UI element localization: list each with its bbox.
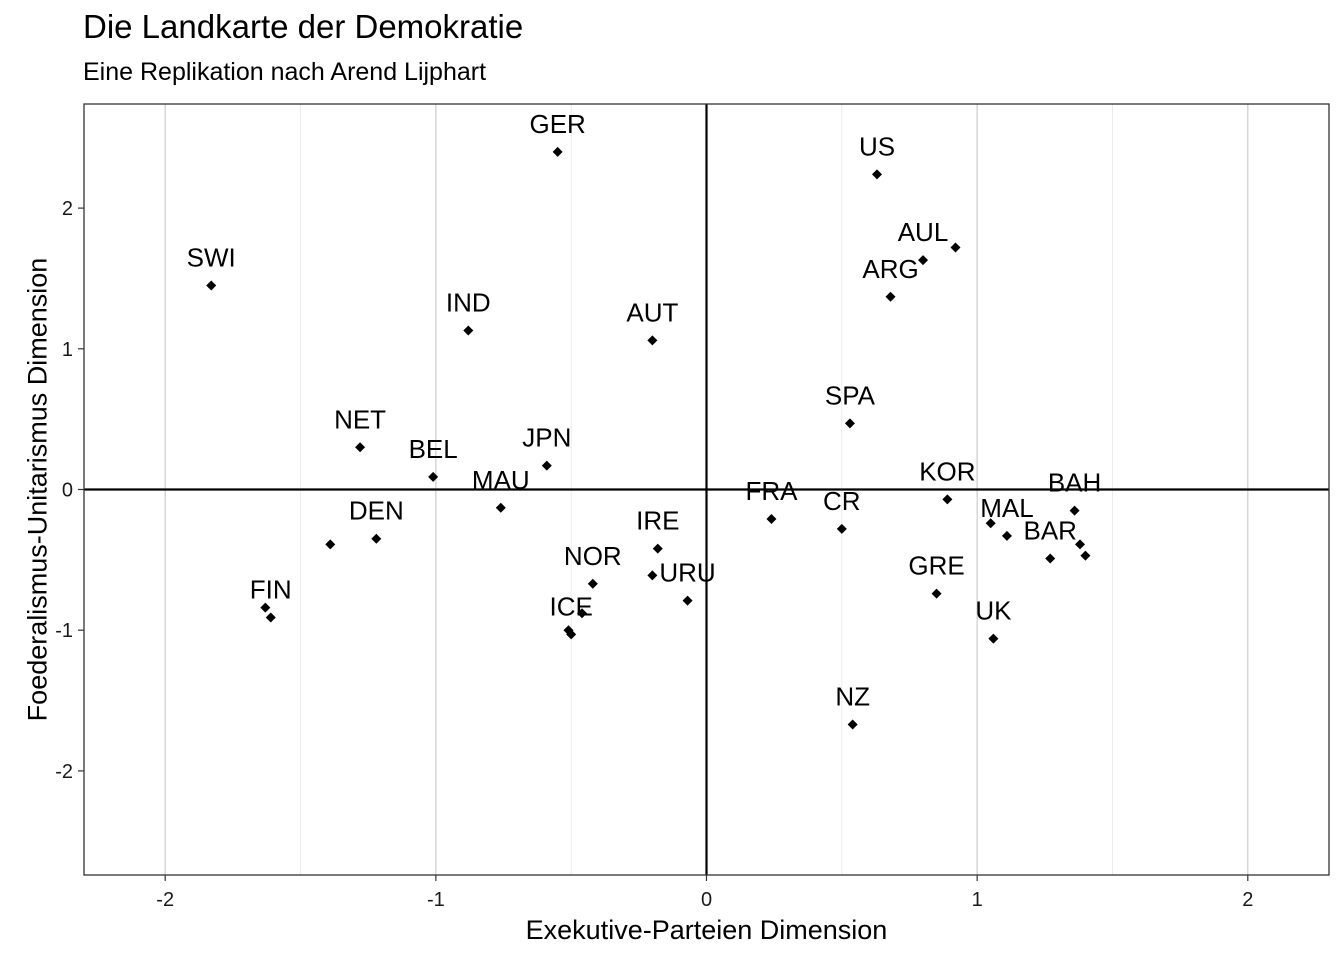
point-label: GRE (908, 551, 964, 581)
point-label: FRA (745, 476, 798, 506)
data-point (206, 280, 217, 291)
point-label: NOR (564, 541, 622, 571)
data-point (1001, 530, 1012, 541)
data-point (647, 335, 658, 346)
data-point (1069, 505, 1080, 516)
data-point (1075, 539, 1085, 550)
x-axis-title: Exekutive-Parteien Dimension (526, 915, 888, 945)
x-tick-label: 0 (701, 889, 712, 911)
point-label: SPA (825, 380, 876, 410)
data-point (931, 588, 942, 599)
y-axis-title: Foederalismus-Unitarismus Dimension (22, 258, 52, 722)
point-label: CR (823, 486, 861, 516)
data-point (495, 502, 506, 513)
point-label: IRE (636, 506, 679, 536)
point-label: GER (529, 109, 585, 139)
data-point (950, 242, 961, 253)
point-label: BAR (1023, 515, 1076, 545)
chart-title: Die Landkarte der Demokratie (83, 8, 524, 45)
point-label: BAH (1048, 468, 1101, 498)
data-point (1045, 553, 1056, 564)
axis-ticks: -2 -1 0 1 2 -2 -1 0 1 2 (55, 198, 1253, 911)
data-point (587, 578, 598, 589)
data-point (463, 325, 474, 336)
y-tick-label: 2 (62, 198, 73, 220)
data-point (260, 602, 271, 613)
point-label: UK (975, 596, 1012, 626)
point-label: ICE (550, 591, 593, 621)
point-label: MAU (472, 465, 530, 495)
data-point (985, 518, 996, 529)
data-point (577, 608, 587, 619)
data-point (652, 543, 663, 554)
point-label: IND (446, 288, 491, 318)
data-point (563, 625, 574, 636)
data-points (206, 146, 1091, 730)
data-point (682, 595, 693, 606)
point-label: KOR (919, 456, 975, 486)
data-point (918, 255, 929, 266)
data-point (988, 633, 999, 644)
data-point (942, 494, 953, 505)
data-point (847, 719, 858, 730)
data-point (647, 570, 658, 581)
point-label: NET (334, 404, 386, 434)
y-tick-label: 1 (62, 339, 73, 361)
point-label: MAL (980, 493, 1033, 523)
x-tick-label: 2 (1242, 889, 1253, 911)
reference-lines (84, 104, 1329, 875)
point-label: JPN (522, 423, 571, 453)
data-point (766, 514, 777, 525)
data-point (885, 291, 896, 302)
x-tick-label: -1 (427, 889, 445, 911)
y-tick-label: -2 (55, 761, 73, 783)
point-label: DEN (349, 496, 404, 526)
point-label: SWI (187, 242, 236, 272)
data-point (844, 418, 855, 429)
x-tick-label: -2 (156, 889, 174, 911)
y-tick-label: 0 (62, 480, 73, 502)
data-point (265, 612, 276, 623)
point-label: AUT (626, 297, 678, 327)
point-label: BEL (409, 434, 458, 464)
point-label: NZ (835, 681, 870, 711)
data-point (355, 442, 366, 453)
data-point (872, 169, 883, 180)
y-tick-label: -1 (55, 620, 73, 642)
data-point (552, 146, 563, 157)
point-label: US (859, 131, 895, 161)
point-label: URU (659, 558, 715, 588)
data-point (428, 471, 439, 482)
data-point (325, 539, 336, 550)
data-point (1080, 550, 1091, 561)
data-point (541, 460, 552, 471)
data-point (371, 533, 382, 544)
chart-subtitle: Eine Replikation nach Arend Lijphart (83, 58, 487, 86)
data-point (836, 523, 847, 534)
point-label: ARG (862, 254, 918, 284)
x-tick-label: 1 (972, 889, 983, 911)
point-label: FIN (250, 575, 292, 605)
point-label: AUL (898, 217, 949, 247)
